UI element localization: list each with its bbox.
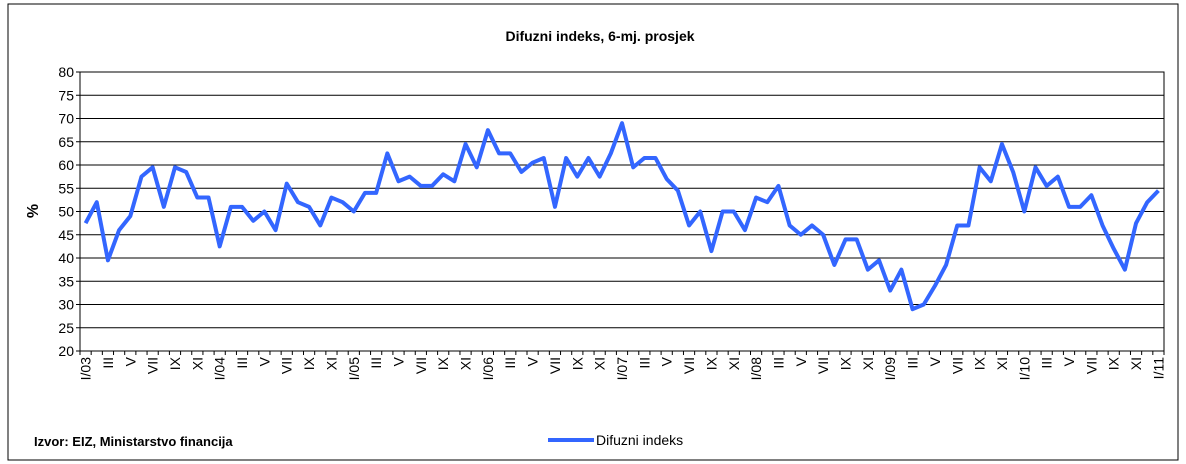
x-tick-label: XI [726, 357, 742, 370]
y-tick-label: 40 [58, 250, 74, 266]
x-tick-label: V [256, 356, 272, 366]
y-tick-label: 50 [58, 204, 74, 220]
x-tick-label: I/09 [882, 357, 898, 381]
x-tick-label: VII [1083, 357, 1099, 374]
x-tick-label: I/04 [212, 357, 228, 381]
x-tick-label: I/08 [748, 357, 764, 381]
x-tick-label: XI [860, 357, 876, 370]
x-tick-label: V [927, 356, 943, 366]
y-tick-label: 70 [58, 111, 74, 127]
x-tick-label: XI [189, 357, 205, 370]
x-tick-label: VII [815, 357, 831, 374]
x-tick-label: III [636, 357, 652, 369]
y-tick-label: 35 [58, 273, 74, 289]
x-tick-label: VII [279, 357, 295, 374]
y-tick-label: 75 [58, 87, 74, 103]
y-tick-label: 20 [58, 343, 74, 359]
x-tick-label: III [502, 357, 518, 369]
x-tick-label: I/03 [78, 357, 94, 381]
x-tick-label: III [770, 357, 786, 369]
y-axis-label: % [25, 204, 42, 218]
x-tick-label: I/10 [1016, 357, 1032, 381]
x-tick-label: XI [592, 357, 608, 370]
x-tick-label: IX [167, 356, 183, 370]
x-tick-label: III [368, 357, 384, 369]
x-tick-label: IX [838, 356, 854, 370]
x-tick-label: IX [1106, 356, 1122, 370]
x-tick-label: V [525, 356, 541, 366]
x-tick-label: IX [569, 356, 585, 370]
x-tick-label: VII [145, 357, 161, 374]
x-tick-label: IX [703, 356, 719, 370]
x-tick-label: XI [994, 357, 1010, 370]
x-tick-label: XI [323, 357, 339, 370]
x-tick-label: VII [681, 357, 697, 374]
x-tick-label: IX [972, 356, 988, 370]
x-tick-label: V [793, 356, 809, 366]
chart-frame [7, 3, 1179, 461]
plot-area [79, 71, 1165, 352]
x-tick-label: V [659, 356, 675, 366]
y-tick-label: 65 [58, 134, 74, 150]
x-tick-label: I/07 [614, 357, 630, 381]
x-tick-label: XI [458, 357, 474, 370]
x-tick-label: I/05 [346, 357, 362, 381]
x-tick-label: III [905, 357, 921, 369]
source-note: Izvor: EIZ, Ministarstvo financija [34, 434, 233, 449]
y-tick-label: 25 [58, 320, 74, 336]
x-tick-label: VII [949, 357, 965, 374]
y-tick-label: 30 [58, 297, 74, 313]
data-line [83, 121, 1160, 312]
x-tick-label: IX [301, 356, 317, 370]
y-tick-label: 45 [58, 227, 74, 243]
x-tick-label: V [390, 356, 406, 366]
x-tick-label: V [1061, 356, 1077, 366]
y-tick-label: 55 [58, 180, 74, 196]
x-tick-label: III [100, 357, 116, 369]
x-tick-label: XI [1128, 357, 1144, 370]
chart-title: Difuzni indeks, 6-mj. prosjek [505, 28, 694, 44]
x-tick-label: III [234, 357, 250, 369]
x-tick-label: I/11 [1150, 357, 1166, 380]
legend-label: Difuzni indeks [596, 432, 683, 448]
x-tick-label: IX [435, 356, 451, 370]
x-tick-label: VII [547, 357, 563, 374]
x-tick-label: VII [413, 357, 429, 374]
x-tick-label: III [1039, 357, 1055, 369]
y-tick-label: 60 [58, 157, 74, 173]
x-tick-label: I/06 [480, 357, 496, 381]
y-tick-label: 80 [58, 64, 74, 80]
x-tick-label: V [122, 356, 138, 366]
